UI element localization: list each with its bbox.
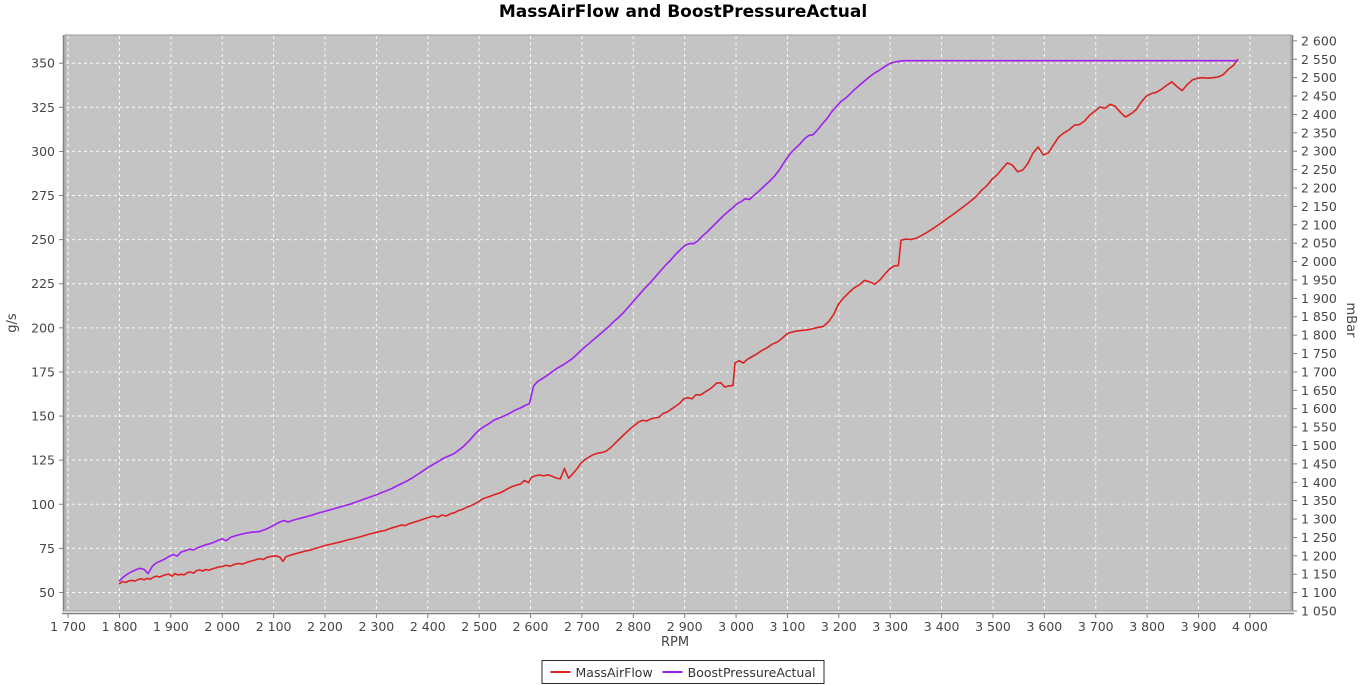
y-right-tick-label: 1 950 — [1301, 272, 1337, 287]
y-right-tick-label: 2 250 — [1301, 162, 1337, 177]
x-tick-label: 2 300 — [358, 619, 394, 634]
legend-label-boostpressureactual: BoostPressureActual — [687, 664, 816, 680]
x-tick-label: 1 700 — [50, 619, 86, 634]
boostpressureactual-line — [118, 59, 1239, 582]
x-tick-label: 2 100 — [256, 619, 292, 634]
y-right-tick-label: 1 800 — [1301, 328, 1337, 343]
x-tick-label: 2 200 — [307, 619, 343, 634]
x-tick-label: 3 900 — [1181, 619, 1217, 634]
y-right-tick-label: 1 200 — [1301, 548, 1337, 563]
massairflow-line — [118, 58, 1239, 585]
legend-item-massairflow: MassAirFlow — [550, 664, 653, 680]
legend-label-massairflow: MassAirFlow — [575, 664, 653, 680]
y-right-tick-label: 1 100 — [1301, 585, 1337, 600]
x-tick-label: 2 500 — [461, 619, 497, 634]
legend: MassAirFlow BoostPressureActual — [541, 660, 825, 684]
x-tick-label: 3 200 — [821, 619, 857, 634]
y-right-tick-label: 2 400 — [1301, 107, 1337, 122]
y-right-tick-label: 1 300 — [1301, 512, 1337, 527]
y-left-tick-label: 350 — [31, 56, 55, 71]
y-right-tick-label: 2 450 — [1301, 89, 1337, 104]
tick-marks — [59, 40, 1297, 618]
y-right-tick-label: 2 600 — [1301, 33, 1337, 48]
horizontal-gridlines — [66, 62, 1290, 593]
y-right-tick-label: 1 500 — [1301, 438, 1337, 453]
chart-canvas: 1 700 1 800 1 900 2 000 2 100 2 200 2 300 2 400… — [5, 33, 1358, 650]
x-tick-label: 2 900 — [667, 619, 703, 634]
y-right-tick-label: 2 550 — [1301, 52, 1337, 67]
x-axis-label: RPM — [661, 635, 689, 650]
y-right-tick-label: 2 050 — [1301, 236, 1337, 251]
chart-title: MassAirFlow and BoostPressureActual — [498, 2, 868, 22]
y-left-tick-label: 225 — [31, 276, 55, 291]
y-right-tick-label: 2 000 — [1301, 254, 1337, 269]
y-left-tick-label: 275 — [31, 188, 55, 203]
x-tick-label: 2 400 — [410, 619, 446, 634]
x-tick-label: 3 100 — [770, 619, 806, 634]
x-tick-label: 1 800 — [102, 619, 138, 634]
y-right-tick-label: 1 750 — [1301, 346, 1337, 361]
tick-labels: 1 700 1 800 1 900 2 000 2 100 2 200 2 300 2 400… — [31, 33, 1337, 634]
legend-item-boostpressureactual: BoostPressureActual — [662, 664, 816, 680]
y-left-tick-label: 200 — [31, 320, 55, 335]
y-left-tick-label: 100 — [31, 497, 55, 512]
y-right-tick-label: 1 150 — [1301, 567, 1337, 582]
x-tick-label: 3 800 — [1129, 619, 1165, 634]
x-tick-label: 2 000 — [204, 619, 240, 634]
y-right-tick-label: 2 300 — [1301, 144, 1337, 159]
y-right-tick-label: 1 250 — [1301, 530, 1337, 545]
y-left-tick-label: 325 — [31, 100, 55, 115]
y-right-tick-label: 1 400 — [1301, 475, 1337, 490]
y-left-tick-label: 150 — [31, 409, 55, 424]
y-left-tick-label: 175 — [31, 364, 55, 379]
y-left-axis-label: g/s — [5, 313, 20, 333]
y-left-tick-label: 75 — [39, 541, 55, 556]
x-tick-label: 4 000 — [1232, 619, 1268, 634]
y-left-tick-label: 250 — [31, 232, 55, 247]
y-right-tick-label: 2 100 — [1301, 217, 1337, 232]
plot-background — [64, 34, 1292, 612]
y-right-tick-label: 1 700 — [1301, 364, 1337, 379]
y-right-tick-label: 1 900 — [1301, 291, 1337, 306]
x-tick-label: 3 400 — [924, 619, 960, 634]
y-right-tick-label: 1 350 — [1301, 493, 1337, 508]
x-tick-label: 3 700 — [1078, 619, 1114, 634]
x-tick-label: 3 500 — [975, 619, 1011, 634]
y-right-tick-label: 1 550 — [1301, 420, 1337, 435]
y-right-tick-label: 1 600 — [1301, 401, 1337, 416]
y-left-tick-label: 300 — [31, 144, 55, 159]
y-left-tick-label: 125 — [31, 453, 55, 468]
y-right-axis-label: mBar — [1343, 303, 1358, 339]
x-tick-label: 2 800 — [615, 619, 651, 634]
y-right-tick-label: 1 650 — [1301, 383, 1337, 398]
x-tick-label: 2 600 — [513, 619, 549, 634]
boostpressureactual-line-swatch — [662, 671, 683, 673]
x-tick-label: 1 900 — [153, 619, 189, 634]
y-left-tick-label: 50 — [39, 585, 55, 600]
x-tick-label: 3 000 — [718, 619, 754, 634]
y-right-tick-label: 1 450 — [1301, 456, 1337, 471]
y-right-tick-label: 2 350 — [1301, 125, 1337, 140]
y-right-tick-label: 2 150 — [1301, 199, 1337, 214]
y-right-tick-label: 2 200 — [1301, 181, 1337, 196]
x-tick-label: 3 600 — [1026, 619, 1062, 634]
x-tick-label: 2 700 — [564, 619, 600, 634]
axis-lines — [62, 35, 1294, 615]
y-right-tick-label: 1 050 — [1301, 604, 1337, 619]
x-tick-label: 3 300 — [872, 619, 908, 634]
y-right-tick-label: 2 500 — [1301, 70, 1337, 85]
y-right-tick-label: 1 850 — [1301, 309, 1337, 324]
massairflow-line-swatch — [550, 671, 571, 673]
